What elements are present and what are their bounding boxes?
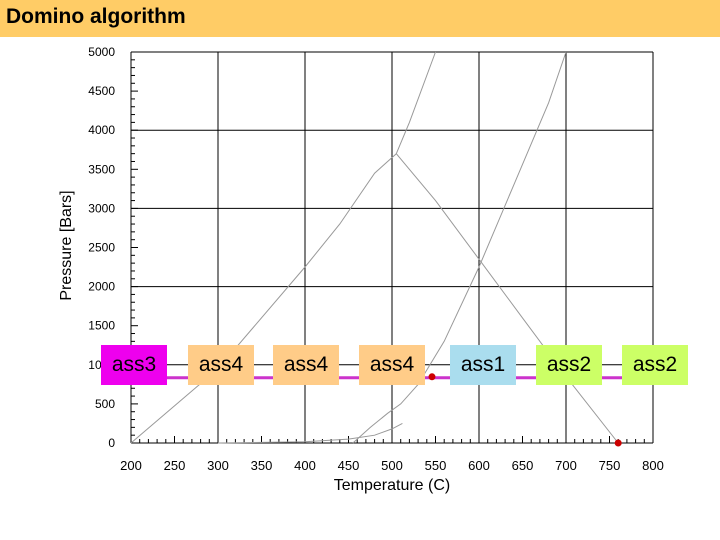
chain-box-ass3: ass3 — [101, 345, 167, 385]
endpoint-dot — [428, 373, 436, 381]
x-tick-label: 400 — [294, 458, 316, 473]
x-tick-label: 300 — [207, 458, 229, 473]
y-tick-label: 3000 — [88, 201, 115, 215]
page-title: Domino algorithm — [6, 5, 186, 28]
x-tick-label: 250 — [164, 458, 186, 473]
endpoint-dot — [614, 439, 622, 447]
y-axis-label: Pressure [Bars] — [58, 190, 75, 300]
y-tick-label: 1500 — [88, 319, 115, 333]
chain-box-ass4: ass4 — [188, 345, 254, 385]
chain-box-ass4: ass4 — [359, 345, 425, 385]
y-tick-label: 500 — [95, 397, 115, 411]
x-tick-label: 200 — [120, 458, 142, 473]
x-tick-label: 650 — [512, 458, 534, 473]
chain-box-ass4: ass4 — [273, 345, 339, 385]
x-tick-label: 350 — [251, 458, 273, 473]
phase-curve-3 — [352, 51, 567, 444]
y-tick-label: 4000 — [88, 123, 115, 137]
phase-curve-5 — [217, 422, 403, 444]
y-tick-label: 3500 — [88, 162, 115, 176]
x-tick-label: 600 — [468, 458, 490, 473]
phase-curve-2 — [395, 153, 619, 444]
x-tick-label: 700 — [555, 458, 577, 473]
y-tick-label: 5000 — [88, 45, 115, 59]
y-tick-label: 4500 — [88, 84, 115, 98]
phase-curve-4 — [395, 51, 436, 154]
y-tick-label: 0 — [108, 436, 115, 450]
x-tick-label: 800 — [642, 458, 664, 473]
y-tick-label: 2000 — [88, 280, 115, 294]
title-bar: Domino algorithm — [0, 0, 720, 37]
y-tick-label: 2500 — [88, 241, 115, 255]
chain-box-ass2: ass2 — [536, 345, 602, 385]
phase-curve-1 — [130, 153, 397, 444]
x-axis-label: Temperature (C) — [334, 477, 450, 494]
x-tick-label: 500 — [381, 458, 403, 473]
x-tick-label: 750 — [599, 458, 621, 473]
x-tick-label: 550 — [425, 458, 447, 473]
x-tick-label: 450 — [338, 458, 360, 473]
chain-box-ass1: ass1 — [450, 345, 516, 385]
chain-box-ass2: ass2 — [622, 345, 688, 385]
